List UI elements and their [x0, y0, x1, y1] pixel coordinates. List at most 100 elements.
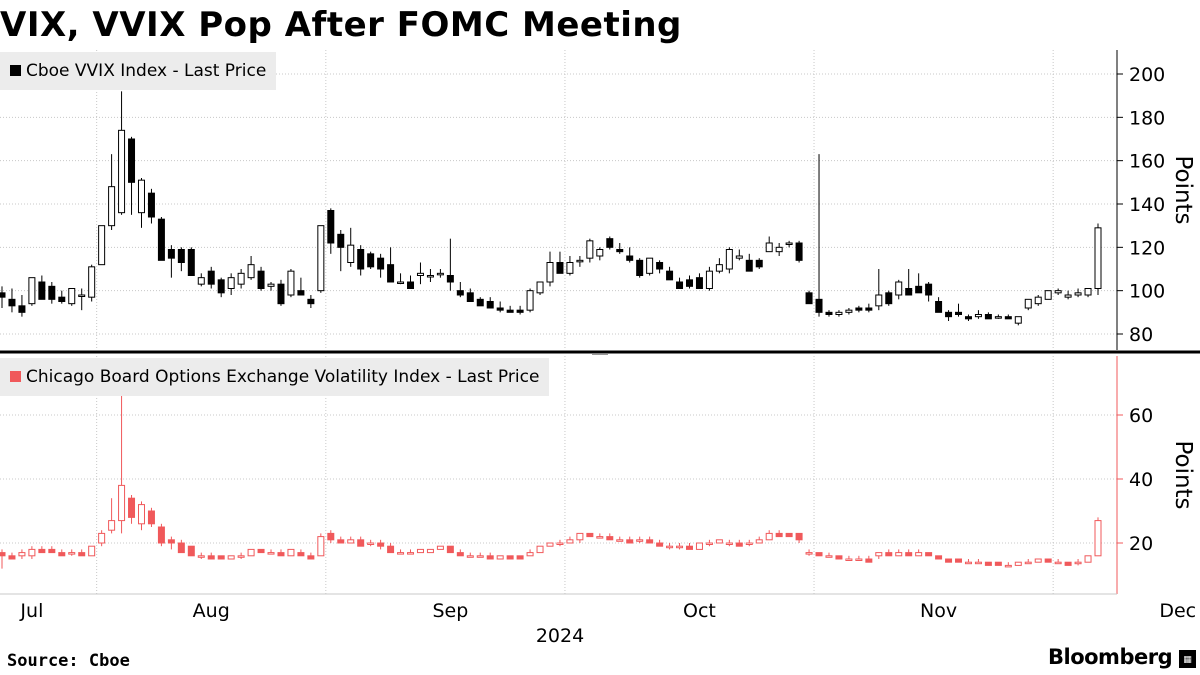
vix-candle-body: [88, 545, 96, 557]
vvix-candle-body: [745, 259, 753, 272]
legend-vvix-swatch: [10, 65, 21, 76]
vvix-candle-body: [28, 277, 36, 305]
vix-candle-body: [935, 555, 943, 560]
vix-candle-body: [715, 539, 723, 544]
vix-candle-body: [337, 539, 345, 544]
vvix-candle-body: [626, 255, 634, 261]
vix-candle-body: [367, 542, 375, 545]
vvix-candle-body: [227, 277, 235, 289]
legend-vvix-label: Cboe VVIX Index - Last Price: [26, 61, 267, 81]
vix-candle-body: [516, 555, 524, 560]
vvix-candle-body: [496, 307, 504, 311]
vix-candle-body: [217, 555, 225, 560]
vix-candle-body: [486, 555, 494, 560]
vix-candle-body: [915, 552, 923, 557]
vix-candle-body: [48, 548, 56, 554]
vix-candle-body: [1064, 561, 1072, 566]
vvix-candle-body: [237, 272, 245, 285]
vvix-candle-body: [606, 238, 614, 248]
vvix-candle-body: [147, 192, 155, 218]
vvix-candle-body: [78, 294, 86, 297]
vvix-candle-body: [8, 298, 16, 307]
vix-candle-body: [277, 552, 285, 557]
vvix-candle-body: [1034, 296, 1042, 305]
vvix-candle-body: [556, 261, 564, 274]
vvix-candle-body: [964, 316, 972, 320]
vvix-candle-body: [935, 300, 943, 313]
vix-candle-body: [964, 561, 972, 565]
vvix-candle-body: [128, 138, 136, 183]
vix-candle-body: [147, 510, 155, 525]
vvix-ytick-label: 140: [1129, 194, 1165, 216]
vix-candle-body: [446, 545, 454, 554]
vix-candle-body: [207, 555, 215, 560]
vvix-candle-body: [516, 309, 524, 313]
vvix-candle-body: [347, 244, 355, 263]
vix-ytick-label: 20: [1129, 533, 1153, 555]
vix-ytick-label: 60: [1129, 405, 1153, 427]
vix-candle-body: [556, 542, 564, 545]
legend-vvix: Cboe VVIX Index - Last Price: [0, 52, 277, 90]
vix-candle-body: [177, 542, 185, 554]
vvix-candle-body: [576, 259, 584, 263]
vix-candle-body: [676, 545, 684, 549]
vvix-candle-body: [775, 246, 783, 253]
vix-candle-body: [18, 552, 26, 557]
vvix-candle-body: [875, 294, 883, 307]
vvix-candle-body: [267, 283, 275, 287]
x-month-label: Jul: [19, 600, 43, 622]
x-month-label: Sep: [432, 600, 468, 622]
vvix-candle-body: [68, 287, 76, 305]
vix-candle-body: [357, 539, 365, 547]
vvix-candle-body: [785, 242, 793, 245]
vvix-candle-body: [1044, 290, 1052, 300]
vvix-candle-body: [466, 292, 474, 302]
vvix-ytick-label: 120: [1129, 237, 1165, 259]
x-month-label: Aug: [193, 600, 230, 622]
vix-candle-body: [118, 484, 126, 522]
vix-candle-body: [765, 532, 773, 541]
vvix-candle-body: [157, 218, 165, 261]
vix-candle-body: [596, 536, 604, 539]
vix-candle-body: [885, 552, 893, 557]
vix-candle-body: [0, 552, 6, 557]
vix-candle-body: [536, 545, 544, 554]
vvix-candle-body: [476, 298, 484, 307]
vvix-candle-body: [955, 311, 963, 315]
vix-candle-body: [8, 555, 16, 560]
vvix-candle-body: [1054, 290, 1062, 294]
vvix-candle-body: [815, 298, 823, 313]
legend-vix-swatch: [10, 371, 21, 382]
vix-candle-body: [755, 539, 763, 544]
vvix-candle-body: [257, 270, 265, 289]
vvix-candle-body: [705, 270, 713, 289]
vix-candle-body: [1004, 564, 1012, 568]
vix-candle-body: [855, 558, 863, 561]
vvix-candle-body: [88, 266, 96, 298]
vvix-candle-body: [58, 296, 66, 302]
axes: 80 100 120 140 160 180 200 Points 20 40 60 Points Ju…: [0, 50, 1200, 647]
vix-candle-body: [456, 552, 464, 557]
vix-candle-body: [984, 561, 992, 566]
vix-candle-body: [805, 552, 813, 555]
vix-candle-body: [656, 542, 664, 547]
x-month-label: Nov: [920, 600, 957, 622]
vix-candle-body: [436, 545, 444, 550]
vvix-candle-body: [596, 248, 604, 257]
vix-candle-body: [38, 548, 46, 554]
vvix-candle-body: [118, 129, 126, 214]
vix-candle-body: [167, 539, 175, 544]
vvix-candle-body: [885, 292, 893, 305]
vix-candle-body: [237, 555, 245, 558]
vvix-candle-body: [177, 248, 185, 263]
vix-candle-body: [377, 542, 385, 547]
vvix-candle-body: [1074, 292, 1082, 296]
vvix-candle-body: [416, 272, 424, 276]
vvix-candle-body: [755, 259, 763, 268]
vvix-candle-body: [317, 225, 325, 292]
vix-candle-body: [347, 539, 355, 544]
vvix-candle-body: [666, 270, 674, 281]
vvix-candle-body: [795, 242, 803, 261]
vvix-candle-body: [855, 307, 863, 311]
vix-candle-body: [157, 526, 165, 544]
